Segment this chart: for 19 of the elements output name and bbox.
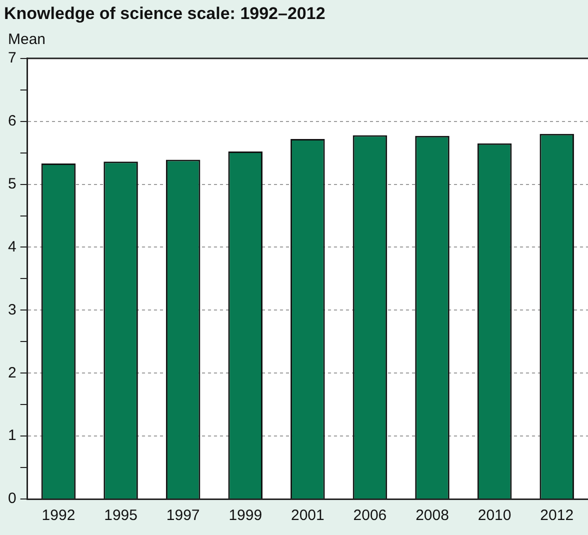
- x-tick-label: 2001: [290, 507, 324, 524]
- y-tick-label: 7: [8, 50, 16, 67]
- x-tick-label: 2006: [353, 507, 387, 524]
- y-tick-label: 1: [8, 427, 16, 444]
- y-tick-label: 0: [8, 490, 16, 508]
- y-tick-label: 2: [8, 364, 16, 382]
- y-tick-label: 6: [8, 112, 16, 130]
- y-tick-label: 5: [8, 175, 16, 192]
- x-tick-label: 1992: [42, 507, 76, 524]
- x-tick-label: 2012: [540, 507, 574, 524]
- x-tick-label: 1997: [166, 507, 200, 524]
- x-tick-label: 1999: [228, 507, 262, 524]
- y-tick-label: 4: [8, 238, 16, 256]
- x-tick-label: 2010: [478, 507, 512, 524]
- y-axis-title: Mean: [8, 31, 46, 48]
- chart-title: Knowledge of science scale: 1992–2012: [4, 4, 326, 23]
- x-tick-label: 2008: [416, 507, 449, 524]
- x-tick-label: 1995: [104, 507, 138, 524]
- y-tick-label: 3: [8, 301, 16, 318]
